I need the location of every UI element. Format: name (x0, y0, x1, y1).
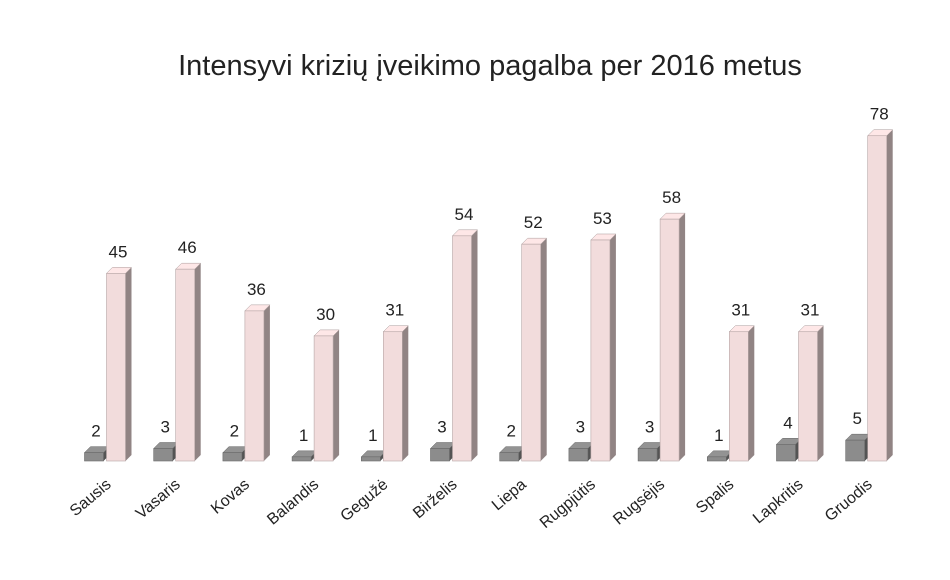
bar-side (333, 329, 340, 461)
bar-front (452, 235, 472, 462)
bar (313, 329, 340, 462)
value-label: 1 (299, 426, 308, 445)
bar-front (867, 135, 888, 462)
value-label: 78 (870, 105, 889, 124)
bar-front (430, 448, 450, 462)
bar-front (659, 218, 680, 462)
bar-side (125, 267, 132, 461)
bar-front (728, 331, 749, 462)
value-label: 31 (731, 301, 750, 320)
bar (728, 325, 755, 462)
bar-front (499, 452, 520, 462)
value-label: 30 (316, 305, 335, 324)
bar-front (291, 456, 312, 462)
bar (797, 325, 825, 462)
value-label: 5 (852, 409, 861, 428)
value-label: 2 (506, 422, 515, 441)
bar-front (568, 448, 589, 462)
value-label: 3 (160, 417, 169, 436)
bar-front (106, 273, 126, 462)
bar (845, 433, 872, 462)
bar (105, 267, 133, 462)
bar (590, 233, 617, 462)
bar-side (609, 233, 616, 461)
bar-side (402, 325, 409, 461)
value-label: 36 (247, 280, 266, 299)
bar-front (244, 310, 265, 462)
chart-title: Intensyvi krizių įveikimo pagalba per 20… (178, 50, 802, 82)
bar-front (84, 452, 104, 462)
bar-front (313, 335, 334, 462)
bar-front (706, 456, 727, 462)
value-label: 58 (662, 188, 681, 207)
bar-front (590, 239, 611, 462)
value-label: 52 (524, 213, 543, 232)
value-label: 54 (455, 205, 474, 224)
bar-side (748, 325, 755, 461)
bar-front (175, 268, 195, 462)
bar (175, 262, 202, 462)
bar (775, 438, 803, 462)
bar (244, 304, 271, 462)
bar (429, 442, 457, 462)
bar (637, 442, 664, 462)
value-label: 4 (783, 413, 792, 432)
bar-front (776, 444, 796, 462)
value-label: 53 (593, 209, 612, 228)
bar (153, 442, 180, 462)
bar-front (222, 452, 243, 462)
value-label: 46 (178, 238, 197, 257)
bar (568, 442, 595, 462)
bar-side (194, 263, 201, 461)
bar-front (382, 331, 403, 462)
bar-front (153, 448, 173, 462)
bar (659, 212, 686, 462)
bar (451, 229, 479, 462)
bar-front (798, 331, 818, 462)
value-label: 45 (109, 242, 128, 261)
bar (521, 237, 548, 462)
bar-front (637, 448, 658, 462)
value-label: 1 (714, 426, 723, 445)
value-label: 31 (385, 301, 404, 320)
bar-side (263, 304, 270, 461)
value-label: 2 (230, 422, 239, 441)
bar-front (845, 439, 866, 462)
bar-side (886, 129, 893, 462)
bar-side (817, 325, 824, 461)
value-label: 2 (91, 422, 100, 441)
bar (382, 325, 409, 462)
bar-front (521, 243, 542, 462)
value-label: 3 (437, 417, 446, 436)
value-label: 3 (576, 417, 585, 436)
bar-side (679, 213, 686, 461)
bar (867, 129, 894, 462)
bar-side (540, 238, 547, 461)
value-label: 3 (645, 417, 654, 436)
value-label: 31 (801, 301, 820, 320)
bar-front (360, 456, 381, 462)
value-label: 1 (368, 426, 377, 445)
bar-side (471, 229, 478, 461)
